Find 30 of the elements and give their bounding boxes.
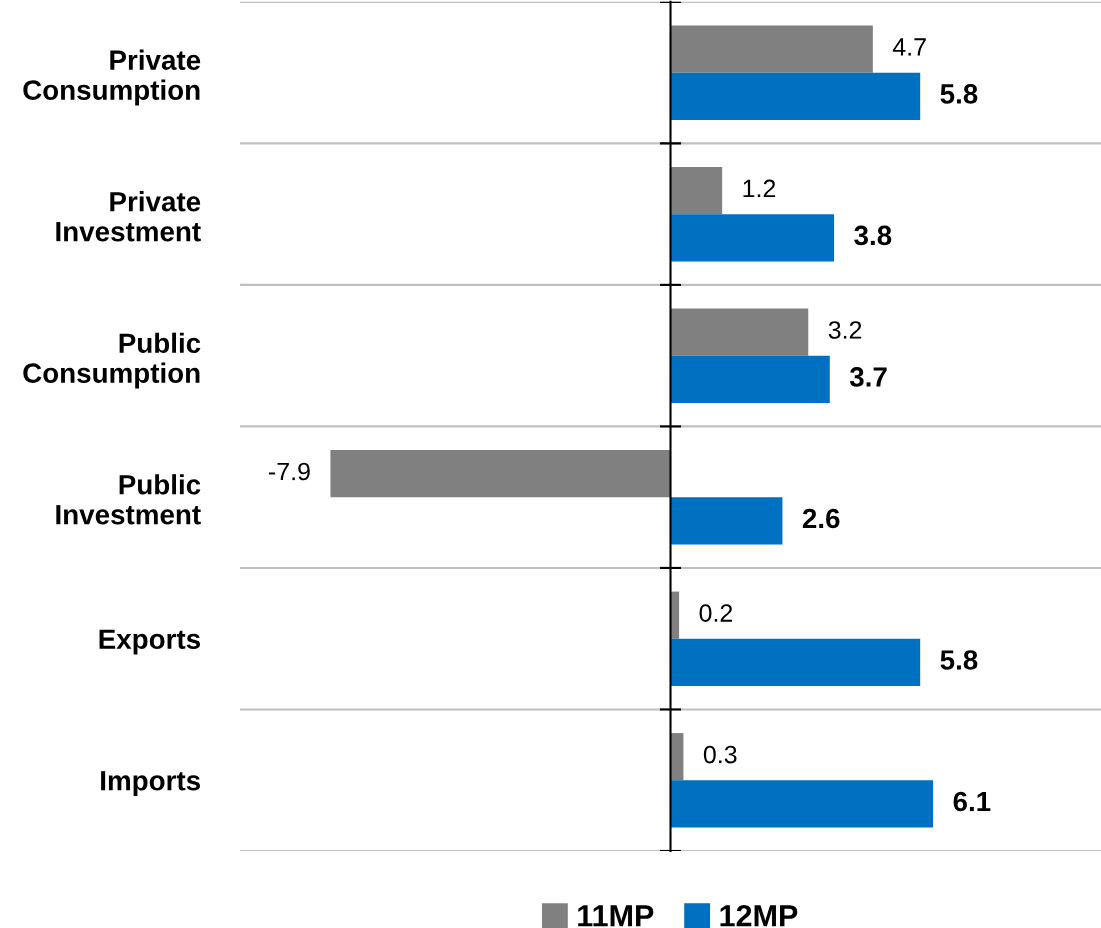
y-tick-label: Private Consumption [23, 49, 201, 106]
data-label: 2.6 [802, 508, 840, 529]
data-label: 0.3 [703, 745, 737, 764]
bar [670, 355, 830, 403]
bar [670, 497, 783, 545]
data-label: 5.8 [940, 84, 978, 104]
bar [670, 72, 921, 120]
y-tick-label: Exports [99, 629, 200, 655]
data-label: 6.1 [953, 791, 991, 812]
bar [670, 308, 809, 356]
legend-label: 12MP [720, 904, 798, 927]
data-label: -7.9 [269, 462, 310, 481]
bar [330, 450, 671, 498]
legend-label: 11MP [578, 905, 654, 927]
data-label: 0.2 [699, 604, 733, 622]
bar [670, 167, 723, 215]
data-label: 3.2 [828, 321, 862, 339]
y-tick-label: Public Consumption [23, 332, 201, 389]
y-tick-label: Imports [101, 771, 200, 797]
data-label: 5.8 [940, 650, 978, 670]
data-label: 3.8 [854, 225, 892, 246]
data-label: 3.7 [849, 367, 887, 387]
y-tick-label: Private Investment [56, 191, 201, 242]
bar [670, 638, 921, 686]
bar [670, 780, 934, 828]
bar [670, 214, 835, 262]
y-tick-label: Public Investment [56, 474, 201, 525]
data-label: 4.7 [892, 38, 926, 56]
data-label: 1.2 [743, 179, 776, 198]
bar [670, 25, 873, 73]
